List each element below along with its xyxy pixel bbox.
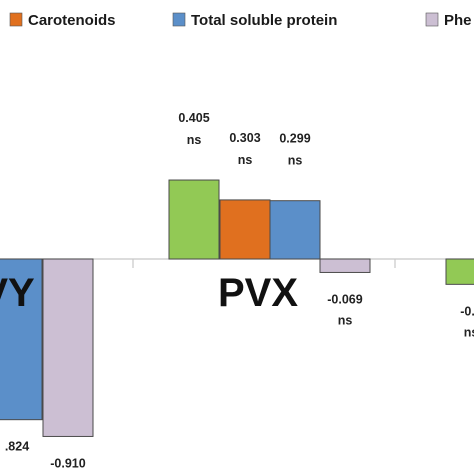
significance-label-6: ns bbox=[464, 325, 474, 339]
legend-swatch-0 bbox=[9, 12, 23, 27]
significance-label-5: ns bbox=[338, 313, 353, 327]
data-label-2: 0.405 bbox=[178, 111, 209, 125]
data-label-6: -0.1 bbox=[460, 304, 474, 318]
data-label-1: -0.910 bbox=[50, 456, 85, 470]
significance-label-4: ns bbox=[288, 154, 303, 168]
bar-pvx-3 bbox=[219, 199, 271, 260]
bar-pvx-4 bbox=[269, 200, 321, 260]
data-label-5: -0.069 bbox=[327, 292, 362, 306]
bar-next-6 bbox=[445, 258, 474, 285]
bar-pvy-0 bbox=[0, 258, 43, 421]
bar-pvx-2 bbox=[168, 179, 220, 260]
bars bbox=[0, 179, 474, 437]
data-label-3: 0.303 bbox=[229, 131, 260, 145]
legend-label-2: Phe bbox=[444, 12, 472, 29]
bar-pvy-1 bbox=[42, 258, 94, 437]
group-labels: VY PVX bbox=[0, 271, 298, 315]
group-label-1: PVX bbox=[218, 271, 298, 315]
legend-label-0: Carotenoids bbox=[28, 12, 116, 29]
data-label-0: .824 bbox=[5, 440, 29, 454]
legend-swatch-1 bbox=[172, 12, 186, 27]
significance-label-2: ns bbox=[187, 133, 202, 147]
data-label-4: 0.299 bbox=[279, 132, 310, 146]
legend-label-1: Total soluble protein bbox=[191, 12, 337, 29]
group-label-0: VY bbox=[0, 271, 35, 315]
legend-swatch-2 bbox=[425, 12, 439, 27]
data-labels: .824-0.910***0.405ns0.303ns0.299ns-0.069… bbox=[5, 111, 474, 470]
legend: Carotenoids Total soluble protein Phe bbox=[9, 12, 472, 29]
bar-pvx-5 bbox=[319, 258, 371, 273]
significance-label-3: ns bbox=[238, 153, 253, 167]
